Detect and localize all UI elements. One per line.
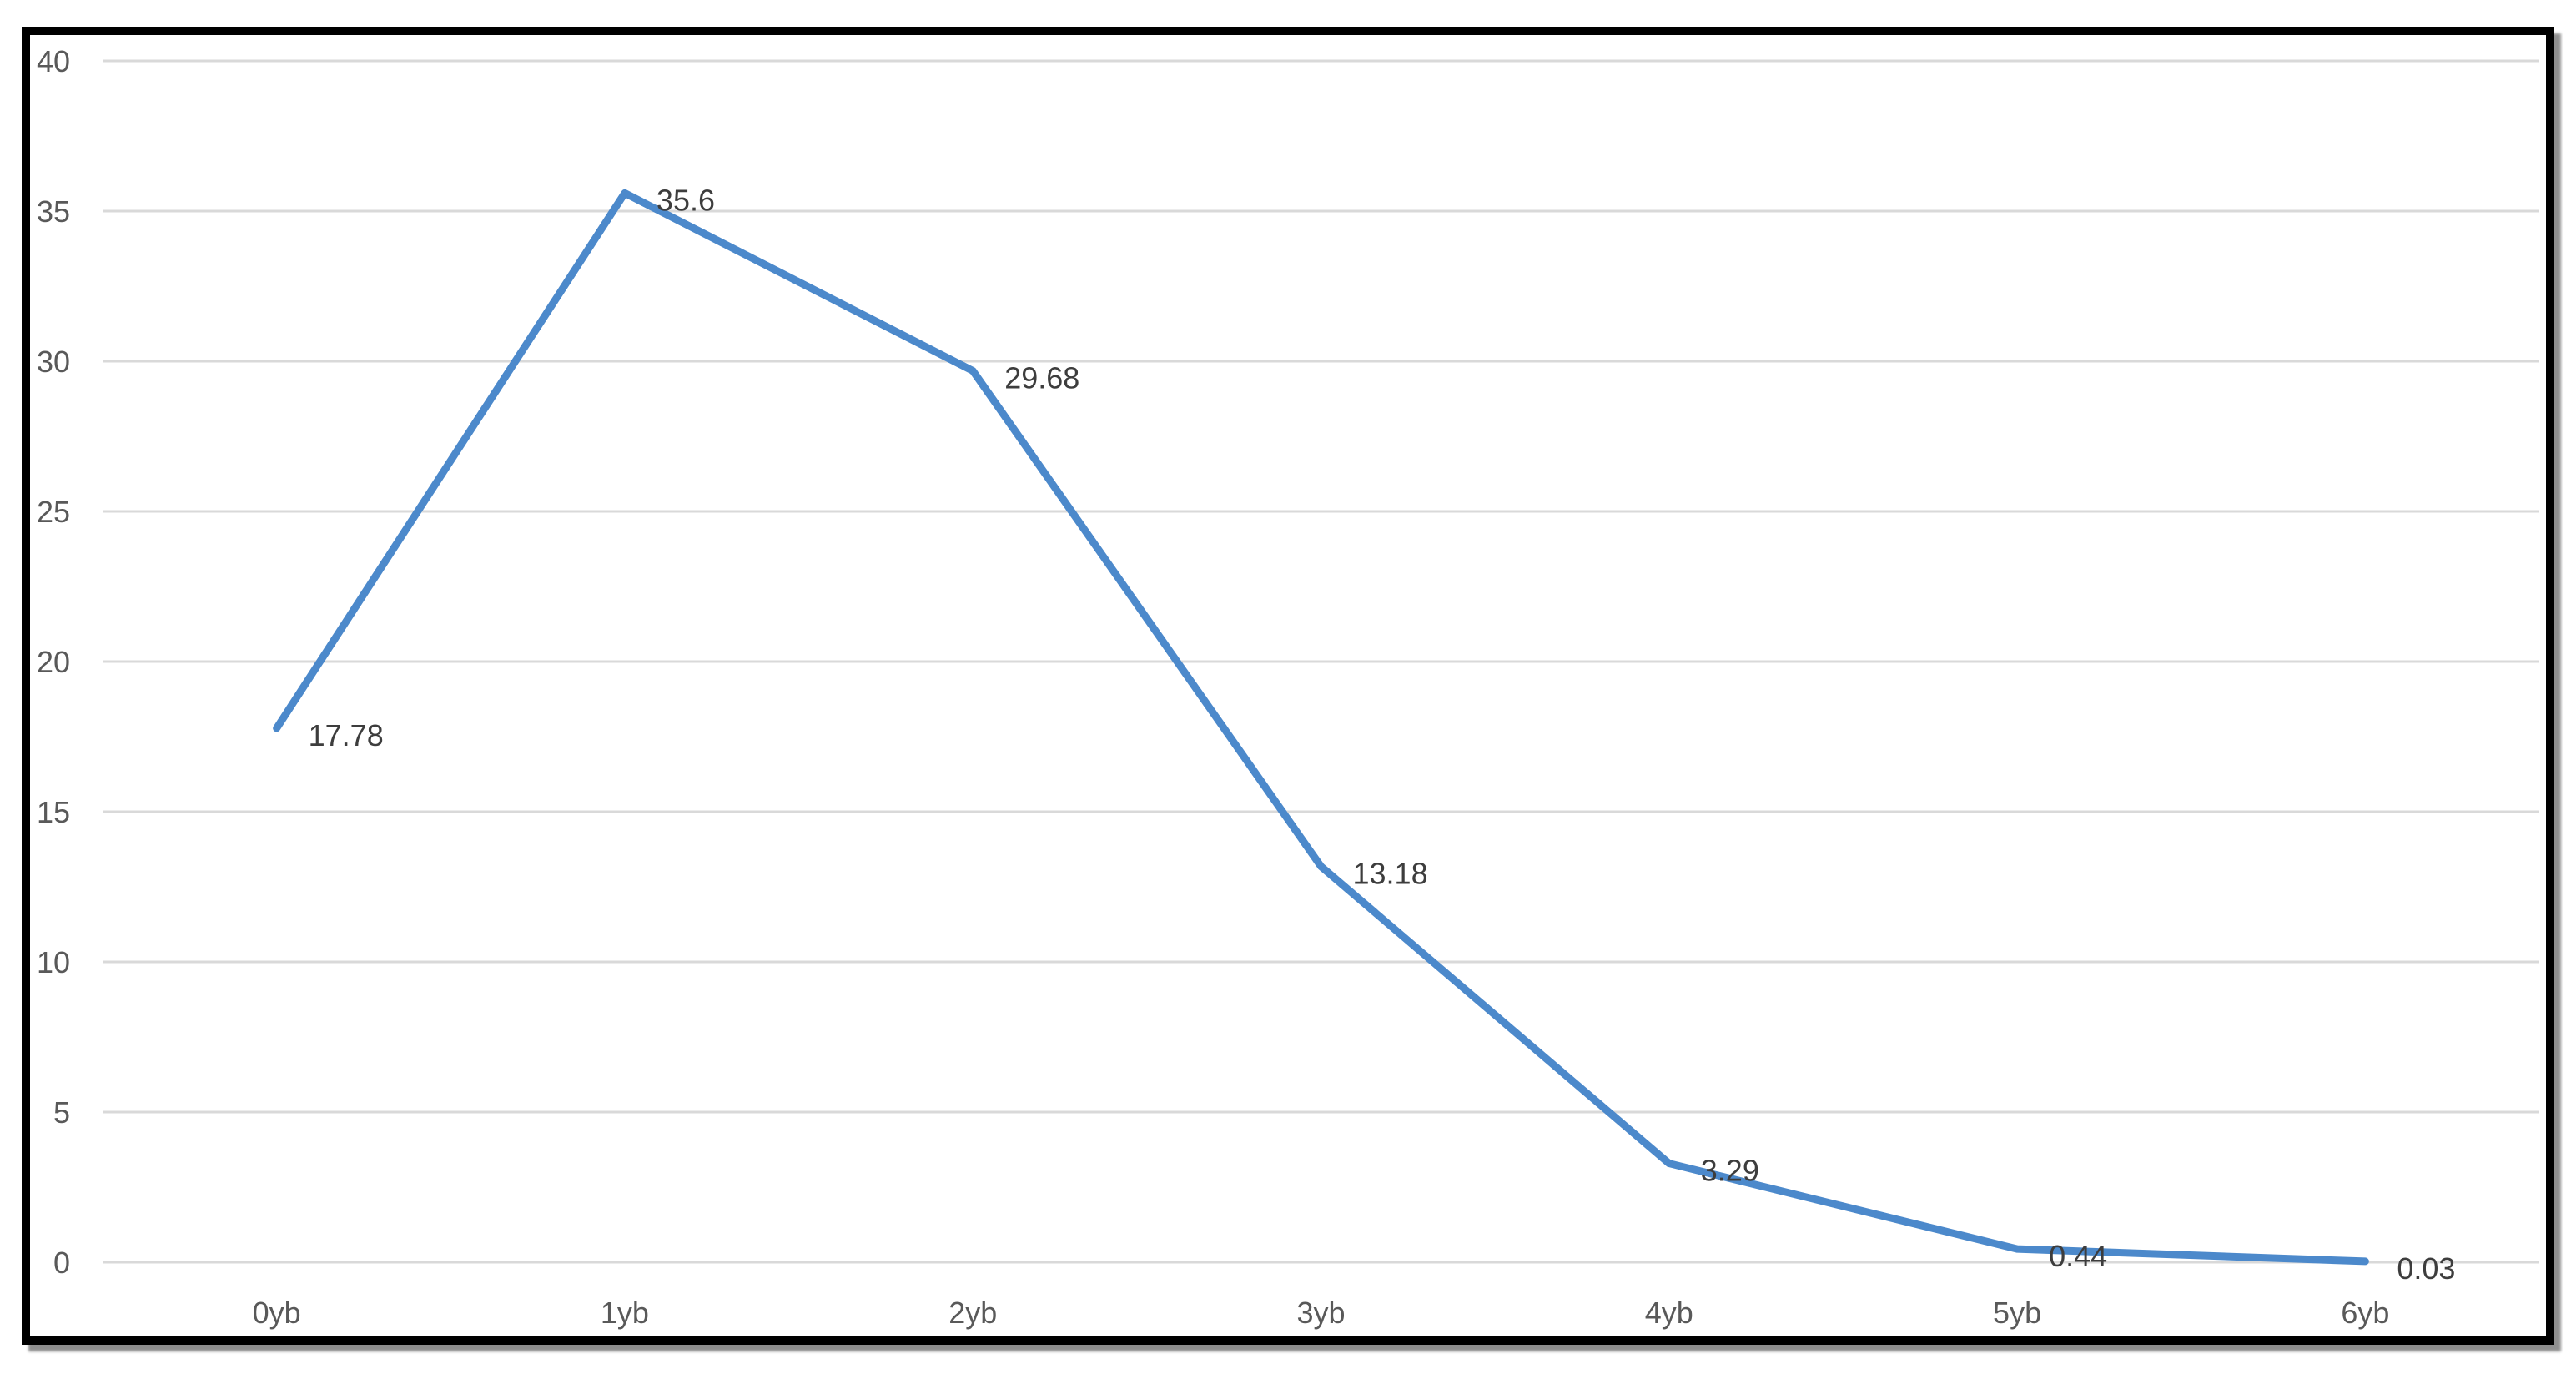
y-axis-tick-label: 30: [37, 345, 70, 379]
y-axis-tick-label: 20: [37, 645, 70, 679]
data-point-label: 0.03: [2397, 1251, 2455, 1286]
x-axis-category-label: 4yb: [1645, 1296, 1693, 1330]
data-point-label: 13.18: [1353, 857, 1428, 891]
data-point-label: 29.68: [1004, 361, 1079, 395]
y-axis-tick-label: 15: [37, 795, 70, 829]
data-point-label: 35.6: [657, 183, 715, 217]
data-point-label: 0.44: [2049, 1239, 2107, 1273]
y-axis-tick-label: 35: [37, 194, 70, 229]
x-axis-category-label: 3yb: [1296, 1296, 1345, 1330]
x-axis-category-label: 6yb: [2341, 1296, 2389, 1330]
series-line: [273, 189, 2369, 1266]
y-axis-tick-label: 25: [37, 495, 70, 529]
y-axis-tick-label: 5: [53, 1095, 70, 1130]
data-point-label: 17.78: [309, 718, 384, 752]
chart-frame: [22, 27, 2554, 1345]
x-axis-category-label: 2yb: [948, 1296, 997, 1330]
x-axis-category-label: 5yb: [1993, 1296, 2041, 1330]
data-point-label: 3.29: [1701, 1154, 1759, 1188]
x-axis-category-label: 0yb: [253, 1296, 301, 1330]
y-axis-tick-label: 40: [37, 44, 70, 78]
y-axis-tick-label: 10: [37, 945, 70, 979]
x-axis-category-label: 1yb: [601, 1296, 649, 1330]
y-axis-tick-label: 0: [53, 1246, 70, 1280]
